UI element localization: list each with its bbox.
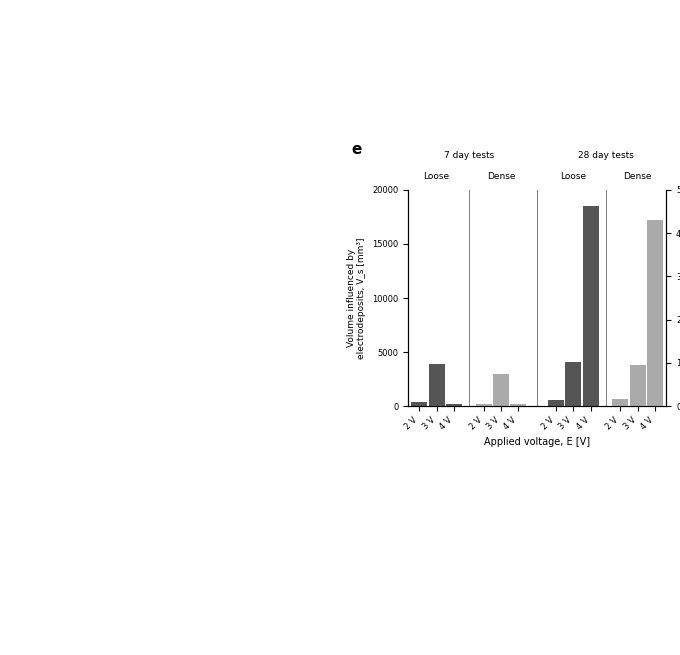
Bar [511,404,526,406]
Text: e: e [351,142,362,157]
Text: 7 day tests: 7 day tests [444,151,494,160]
Text: Loose: Loose [424,172,449,181]
Text: Dense: Dense [487,172,515,181]
Bar [612,398,628,406]
Bar [475,404,492,406]
Text: 28 day tests: 28 day tests [577,151,634,160]
Bar [548,400,564,406]
X-axis label: Applied voltage, E [V]: Applied voltage, E [V] [484,438,590,447]
Bar [630,365,646,406]
Y-axis label: Volume influenced by
electrodeposits, V_s [mm³]: Volume influenced by electrodeposits, V_… [347,237,367,359]
Bar [411,402,427,406]
Bar [583,206,599,406]
Bar [565,362,581,406]
Bar [493,373,509,406]
Bar [428,364,445,406]
Text: Dense: Dense [624,172,652,181]
Bar [446,404,462,406]
Text: Loose: Loose [560,172,586,181]
Bar [647,220,663,406]
